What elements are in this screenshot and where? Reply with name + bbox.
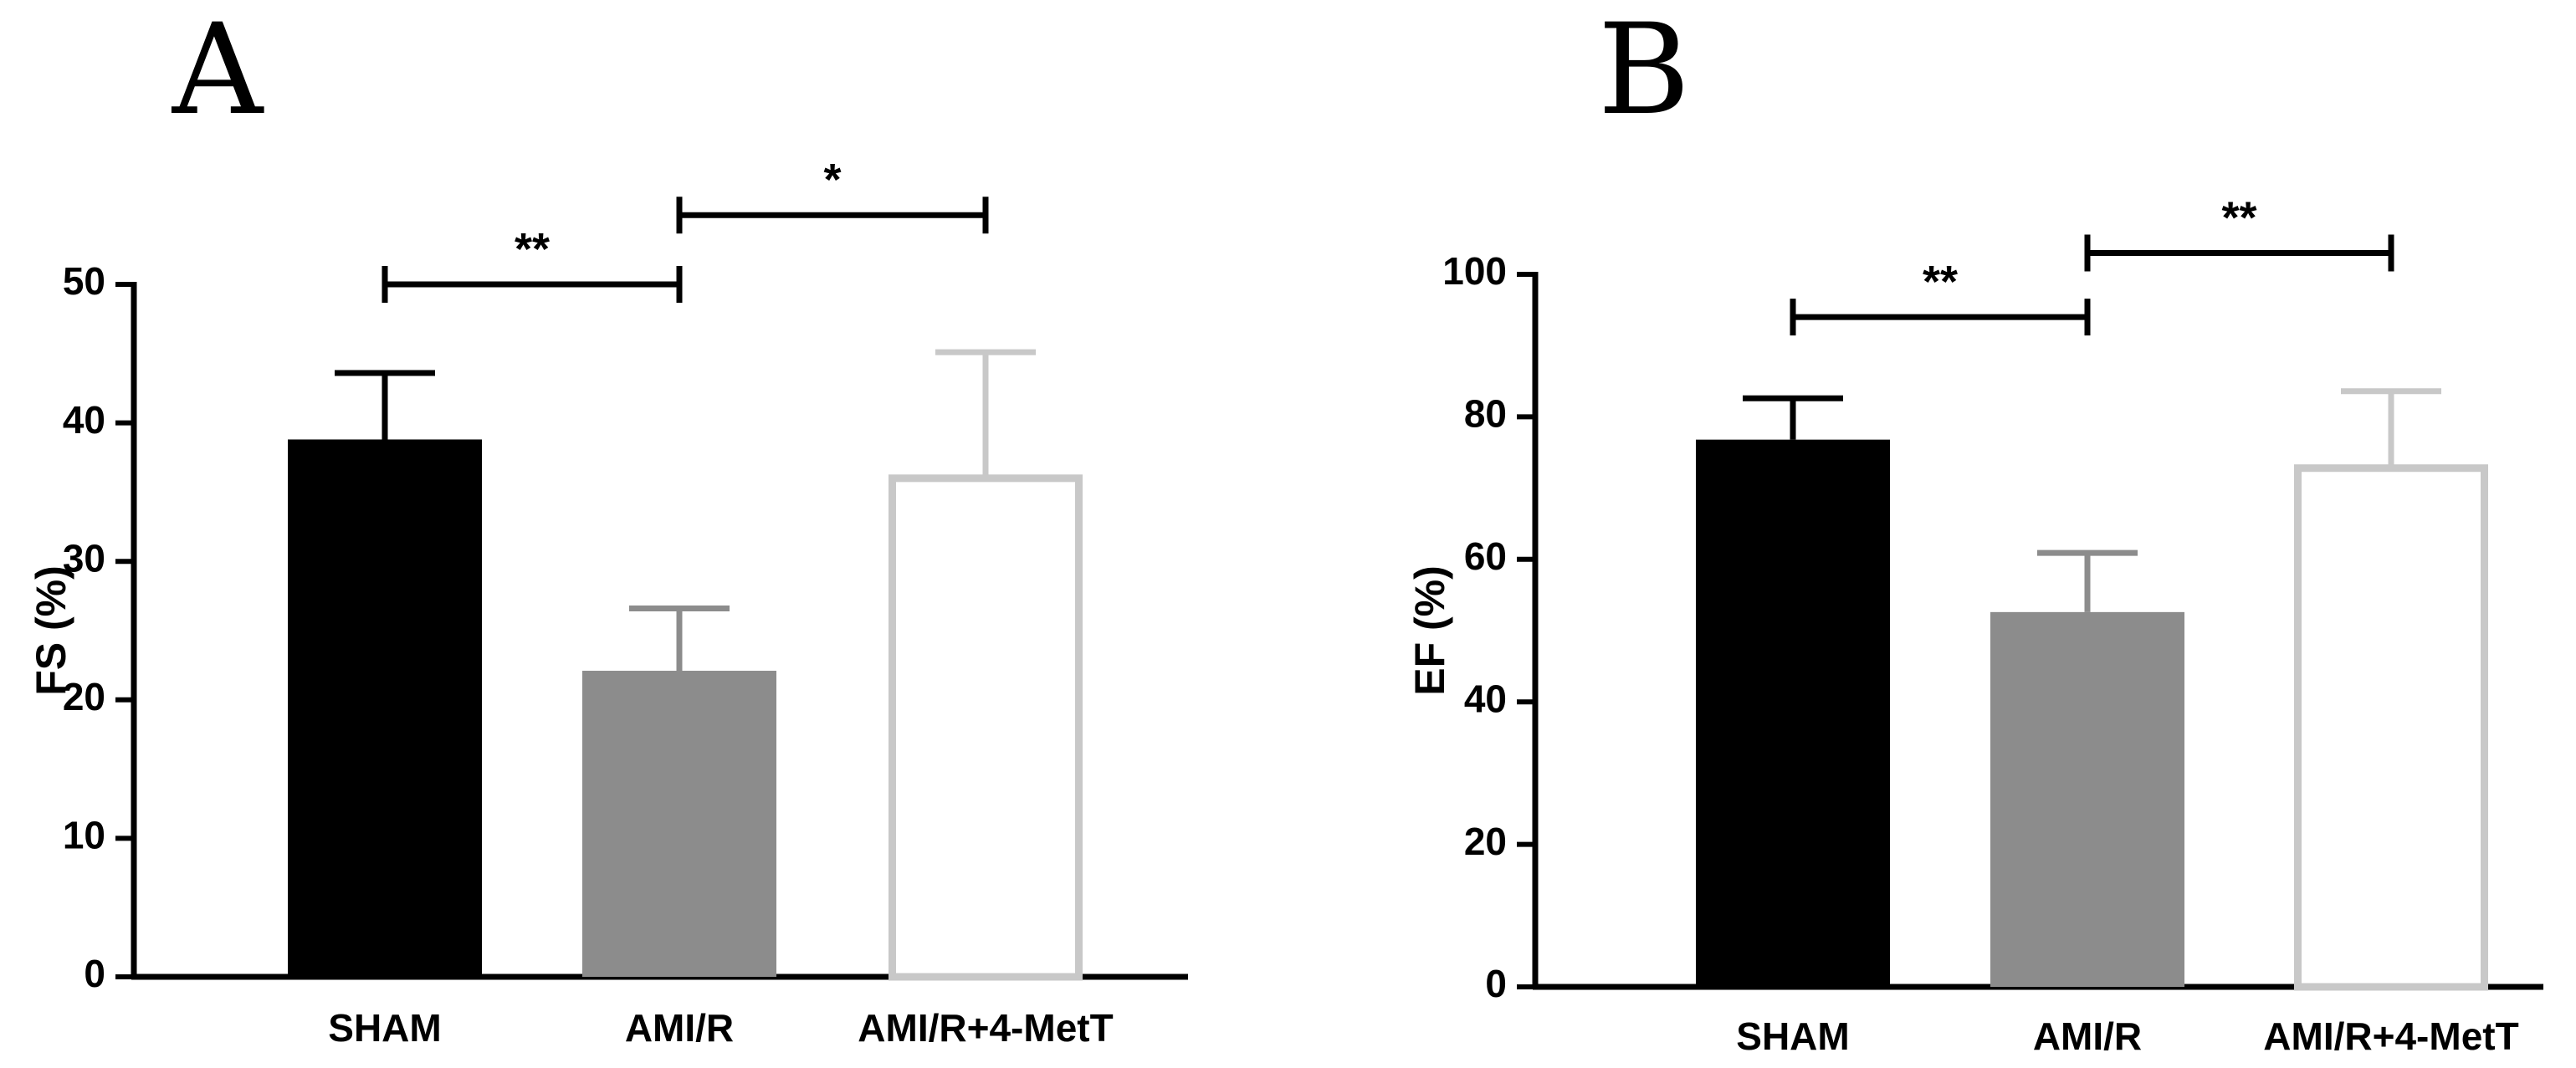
x-category-label: AMI/R (2033, 1014, 2142, 1058)
bar (582, 671, 776, 977)
y-tick-label: 80 (1464, 392, 1507, 436)
y-tick-label: 40 (63, 398, 105, 442)
bar (1696, 439, 1890, 987)
y-tick-label: 10 (63, 814, 105, 857)
significance-label: ** (1923, 257, 1958, 307)
x-category-label: AMI/R (625, 1006, 734, 1050)
y-tick-label: 50 (63, 259, 105, 303)
x-category-label: SHAM (1736, 1014, 1849, 1058)
y-tick-label: 40 (1464, 677, 1507, 720)
y-tick-label: 20 (1464, 820, 1507, 863)
y-tick-label: 100 (1442, 249, 1507, 293)
significance-label: ** (515, 224, 550, 274)
panel-letter: A (172, 0, 264, 143)
x-category-label: AMI/R+4-MetT (2263, 1014, 2518, 1058)
bar (1990, 611, 2184, 987)
x-category-label: SHAM (328, 1006, 441, 1050)
y-tick-label: 20 (63, 675, 105, 718)
panel-b: B EF (%) 0 20 40 60 80 100 SHAM AMI/R AMI/R+4-MetT… (1406, 0, 2543, 1058)
significance-label: ** (2221, 192, 2256, 243)
y-axis-label: FS (%) (28, 565, 74, 696)
y-tick-label: 0 (84, 952, 105, 995)
bar (2294, 464, 2488, 991)
bar (889, 474, 1083, 981)
significance-label: * (823, 155, 841, 205)
y-tick-label: 30 (63, 536, 105, 580)
y-tick-label: 0 (1485, 962, 1507, 1005)
bar (288, 439, 482, 977)
x-category-label: AMI/R+4-MetT (858, 1006, 1113, 1050)
panel-letter: B (1598, 0, 1690, 143)
y-tick-label: 60 (1464, 534, 1507, 578)
panel-a: A FS (%) 0 10 20 30 40 50 SHAM AMI/R AMI/R+4-MetT *… (28, 0, 1188, 1050)
y-axis-label: EF (%) (1406, 565, 1453, 696)
